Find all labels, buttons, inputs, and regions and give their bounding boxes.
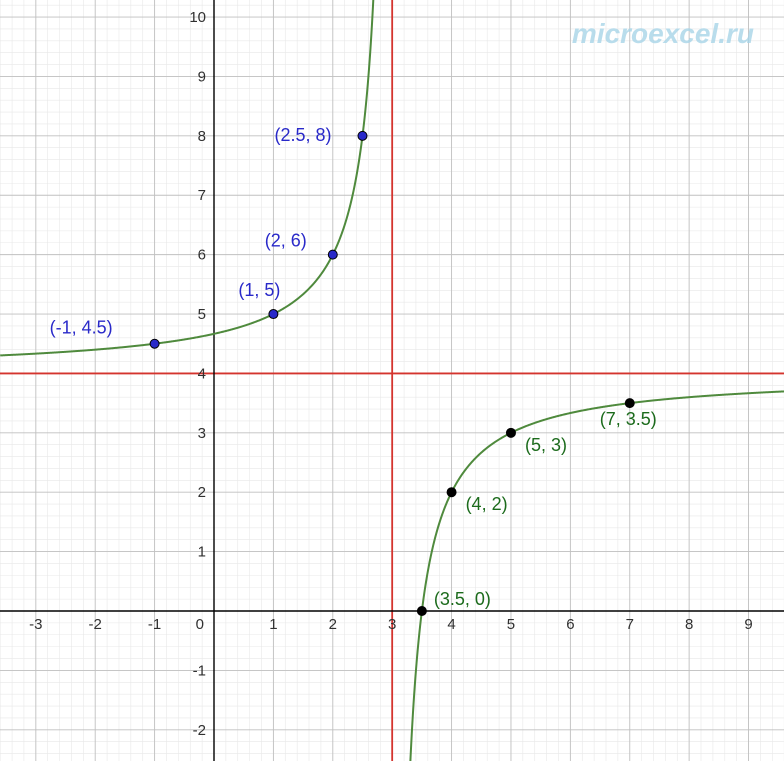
- svg-text:3: 3: [198, 425, 206, 442]
- point-label: (5, 3): [525, 435, 567, 455]
- svg-text:2: 2: [198, 484, 206, 501]
- point-label: (-1, 4.5): [50, 318, 113, 338]
- svg-text:1: 1: [269, 616, 277, 633]
- svg-text:-2: -2: [193, 722, 206, 739]
- point-label: (3.5, 0): [434, 589, 491, 609]
- svg-text:3: 3: [388, 616, 396, 633]
- svg-text:8: 8: [685, 616, 693, 633]
- svg-text:6: 6: [566, 616, 574, 633]
- data-point: [506, 428, 515, 437]
- svg-text:6: 6: [198, 247, 206, 264]
- point-label: (2, 6): [265, 231, 307, 251]
- plot-canvas: -3 -2 -1 0 1 2 3 4 5 6 7 8 9 -2 -1 1 2 3 4 5 6 7 8 9 10 (-1, 4.5)…: [0, 0, 784, 761]
- function-plot-chart: -3 -2 -1 0 1 2 3 4 5 6 7 8 9 -2 -1 1 2 3 4 5 6 7 8 9 10 (-1, 4.5)…: [0, 0, 784, 761]
- svg-text:7: 7: [198, 187, 206, 204]
- data-point: [150, 339, 159, 348]
- svg-text:9: 9: [744, 616, 752, 633]
- svg-text:10: 10: [189, 9, 206, 26]
- svg-text:8: 8: [198, 128, 206, 145]
- point-label: (4, 2): [466, 494, 508, 514]
- data-point: [328, 250, 337, 259]
- svg-text:1: 1: [198, 544, 206, 561]
- svg-text:9: 9: [198, 68, 206, 85]
- svg-text:7: 7: [626, 616, 634, 633]
- data-point: [269, 310, 278, 319]
- svg-text:4: 4: [198, 365, 206, 382]
- data-point: [625, 399, 634, 408]
- data-point: [358, 131, 367, 140]
- data-point: [447, 488, 456, 497]
- svg-text:-3: -3: [29, 616, 42, 633]
- svg-text:-1: -1: [148, 616, 161, 633]
- svg-text:5: 5: [507, 616, 515, 633]
- point-label: (1, 5): [238, 280, 280, 300]
- data-point: [417, 607, 426, 616]
- svg-text:-2: -2: [89, 616, 102, 633]
- svg-text:4: 4: [447, 616, 455, 633]
- svg-text:0: 0: [196, 616, 204, 633]
- point-label: (2.5, 8): [274, 125, 331, 145]
- svg-text:2: 2: [329, 616, 337, 633]
- point-label: (7, 3.5): [600, 409, 657, 429]
- svg-text:5: 5: [198, 306, 206, 323]
- svg-text:-1: -1: [193, 662, 206, 679]
